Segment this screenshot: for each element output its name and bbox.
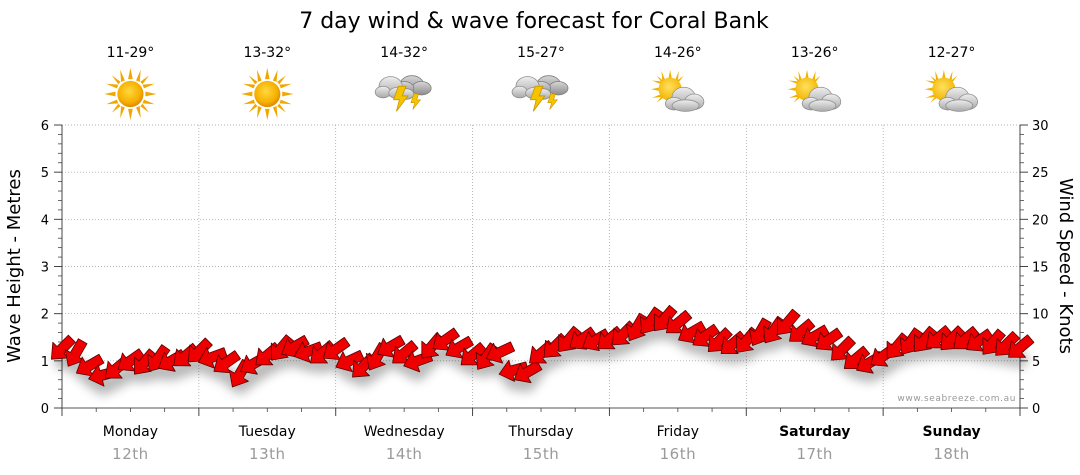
sun-icon: [104, 67, 157, 121]
wind-arrow: [678, 320, 707, 344]
y-right-tick-label: 10: [1032, 308, 1049, 323]
storm-cloud-icon: [511, 75, 569, 112]
plot-area: 0 1 2 3 4 5 6 0 5 10 15 20 25 30: [41, 119, 1049, 417]
y-left-tick-label: 6: [41, 119, 49, 134]
day-name-label: Thursday: [507, 424, 573, 440]
axes: 0 1 2 3 4 5 6 0 5 10 15 20 25 30: [41, 119, 1049, 417]
wind-arrow: [789, 318, 816, 342]
wind-arrow: [815, 327, 844, 351]
partly-cloudy-icon: [924, 69, 979, 112]
y-left-tick-label: 2: [41, 308, 49, 323]
wind-arrow: [831, 335, 856, 361]
day-date-label: 13th: [249, 445, 285, 463]
day-temp-range: 11-29°: [107, 45, 155, 61]
wind-arrow: [392, 340, 419, 364]
wind-arrow: [213, 350, 241, 374]
wind-arrow: [995, 330, 1021, 356]
y-right-tick-label: 25: [1032, 166, 1049, 181]
wind-arrow: [692, 323, 720, 347]
day-name-label: Wednesday: [364, 424, 445, 440]
y-right-tick-label: 0: [1032, 402, 1040, 417]
day-temp-range: 14-32°: [380, 45, 428, 61]
day-temp-range: 13-32°: [243, 45, 291, 61]
y-right-tick-label: 30: [1032, 119, 1049, 134]
wind-arrow: [666, 309, 693, 334]
wind-arrow: [335, 349, 365, 373]
day-name-label: Saturday: [779, 424, 850, 440]
wind-arrow: [966, 328, 994, 352]
wind-arrow: [926, 324, 953, 349]
y-left-tick-label: 0: [41, 402, 49, 417]
wind-series-shadow: [54, 323, 1028, 395]
y-right-tick-label: 5: [1032, 355, 1040, 370]
day-date-label: 14th: [386, 445, 422, 463]
wind-arrow: [323, 336, 351, 361]
wind-arrow: [1008, 334, 1035, 358]
daily-weather-row: 11-29° 13-32° 14-32° 15-27° 14-26° 13-26° 12-2…: [104, 45, 979, 121]
day-date-label: 18th: [933, 445, 969, 463]
wind-arrow: [777, 308, 801, 335]
day-name-label: Friday: [657, 424, 699, 440]
wind-arrow: [50, 334, 76, 360]
wind-series: [50, 304, 1035, 388]
y-left-tick-label: 3: [41, 261, 49, 276]
partly-cloudy-icon: [650, 69, 705, 112]
wind-arrow: [485, 341, 516, 364]
day-date-label: 16th: [660, 445, 696, 463]
wind-arrow: [117, 348, 146, 372]
day-name-label: Sunday: [922, 424, 980, 440]
wind-arrow: [133, 348, 158, 375]
day-temp-range: 14-26°: [654, 45, 702, 61]
day-name-label: Monday: [103, 424, 158, 440]
day-temp-range: 12-27°: [928, 45, 976, 61]
y-right-tick-label: 20: [1032, 213, 1049, 228]
sun-icon: [241, 67, 294, 121]
day-date-label: 17th: [796, 445, 832, 463]
day-name-label: Tuesday: [238, 424, 296, 440]
day-date-label: 12th: [112, 445, 148, 463]
wind-arrow: [460, 341, 487, 366]
wind-arrow: [886, 332, 911, 359]
wind-arrow: [445, 335, 474, 359]
wind-arrow: [582, 328, 611, 352]
wind-arrow: [801, 324, 830, 348]
partly-cloudy-icon: [787, 69, 842, 112]
wind-arrow: [377, 334, 406, 358]
y-axis-left-title: Wave Height - Metres: [4, 169, 25, 363]
wind-arrow: [720, 330, 747, 355]
chart-title: 7 day wind & wave forecast for Coral Ban…: [299, 9, 769, 34]
y-left-tick-label: 4: [41, 213, 49, 228]
y-left-tick-label: 5: [41, 166, 49, 181]
y-left-tick-label: 1: [41, 355, 49, 370]
storm-cloud-icon: [374, 75, 432, 112]
day-temp-range: 15-27°: [517, 45, 565, 61]
site-credit: www.seabreeze.com.au: [897, 394, 1016, 404]
day-temp-range: 13-26°: [791, 45, 839, 61]
wind-arrow: [293, 341, 324, 363]
y-right-tick-label: 15: [1032, 261, 1049, 276]
x-axis-day-labels: Monday 12th Tuesday 13th Wednesday 14th Thursd…: [103, 424, 981, 463]
wind-arrow: [707, 327, 733, 353]
wind-arrow: [432, 327, 460, 351]
wind-arrow: [76, 353, 105, 377]
y-axis-right-title: Wind Speed - Knots: [1055, 178, 1076, 354]
wind-arrow: [198, 347, 228, 369]
day-date-label: 15th: [523, 445, 559, 463]
wind-shadow-band: [54, 323, 1028, 395]
